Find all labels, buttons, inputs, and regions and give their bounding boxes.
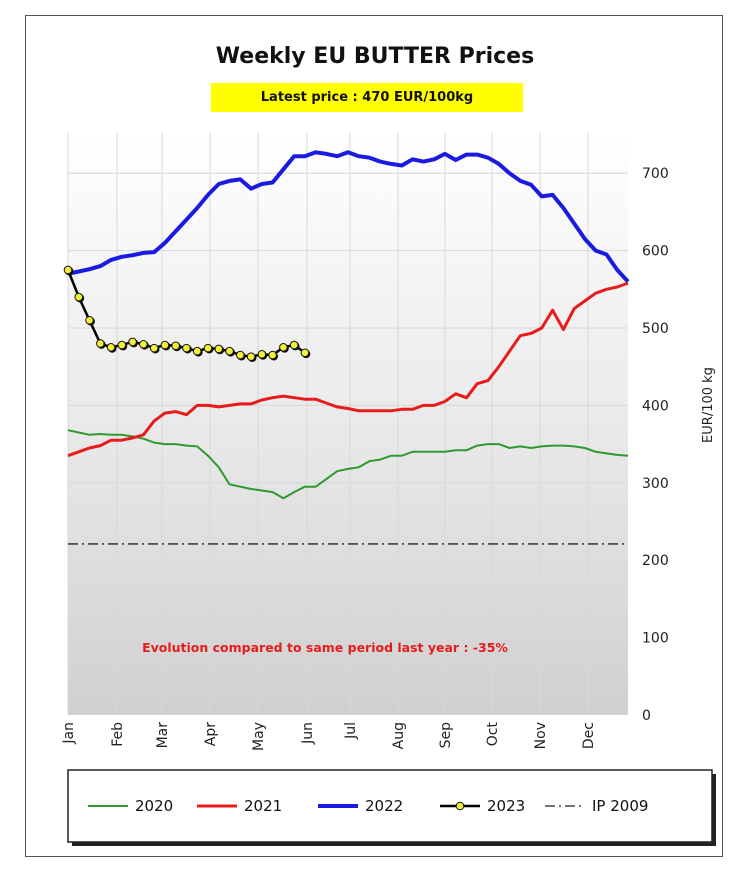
x-tick-label-jan: Jan	[61, 722, 77, 745]
legend-box	[67, 769, 713, 843]
chart-title: Weekly EU BUTTER Prices	[215, 44, 535, 69]
series-line-2022	[67, 150, 630, 283]
y-tick-label: 0	[642, 708, 651, 724]
legend-marker-2023	[455, 801, 465, 811]
series-line-2021	[67, 281, 629, 458]
y-tick-label: 400	[642, 398, 669, 414]
y-tick-label: 700	[642, 166, 669, 182]
data-point-2023	[192, 346, 202, 356]
data-point-2023	[96, 339, 105, 348]
data-point-2023	[182, 343, 191, 353]
data-point-2023	[289, 340, 299, 350]
y-tick-label: 600	[642, 244, 669, 260]
data-point-2023	[300, 348, 310, 358]
legend-label-ip-2009: IP 2009	[592, 797, 648, 815]
data-point-2023	[74, 292, 84, 302]
legend-label-2022: 2022	[365, 797, 403, 815]
y-tick-label: 100	[642, 631, 669, 647]
x-tick-label-dec: Dec	[581, 722, 597, 749]
legend-label-2023: 2023	[487, 797, 525, 815]
data-point-2023	[246, 352, 256, 361]
x-tick-label-feb: Feb	[110, 722, 126, 747]
annotation-text: Evolution compared to same period last y…	[142, 640, 508, 655]
chart-frame	[25, 15, 723, 857]
data-point-2023	[171, 341, 180, 351]
y-tick-label: 500	[642, 321, 669, 337]
data-point-2023	[160, 340, 170, 350]
data-point-2023	[63, 265, 73, 275]
data-point-2023	[149, 343, 159, 353]
x-tick-label-mar: Mar	[155, 722, 171, 749]
data-point-2023	[139, 339, 148, 349]
latest-price-badge: Latest price : 470 EUR/100kg	[211, 83, 523, 112]
x-tick-label-jun: Jun	[300, 722, 316, 745]
data-point-2023	[106, 343, 116, 352]
x-tick-label-apr: Apr	[203, 722, 219, 746]
data-point-2023	[257, 350, 267, 359]
data-point-2023	[225, 346, 234, 356]
series-line-2020	[67, 429, 629, 500]
plot-area	[68, 132, 628, 715]
data-point-2023	[236, 350, 245, 360]
x-tick-label-jul: Jul	[343, 722, 359, 740]
legend-label-2021: 2021	[244, 797, 282, 815]
x-tick-label-aug: Aug	[391, 722, 407, 749]
data-point-2023	[268, 350, 277, 360]
data-point-2023	[214, 344, 224, 354]
data-point-2023	[117, 340, 127, 350]
x-tick-label-may: May	[251, 722, 267, 751]
x-tick-label-sep: Sep	[438, 722, 454, 749]
x-tick-label-oct: Oct	[485, 722, 501, 747]
legend-label-2020: 2020	[135, 797, 173, 815]
y-axis-label: EUR/100 kg	[701, 367, 716, 443]
x-tick-label-nov: Nov	[533, 722, 549, 749]
data-point-2023	[203, 343, 213, 353]
y-tick-label: 200	[642, 553, 669, 569]
data-point-2023	[279, 343, 288, 352]
y-tick-label: 300	[642, 476, 669, 492]
data-point-2023	[128, 337, 137, 347]
data-point-2023	[85, 315, 94, 325]
